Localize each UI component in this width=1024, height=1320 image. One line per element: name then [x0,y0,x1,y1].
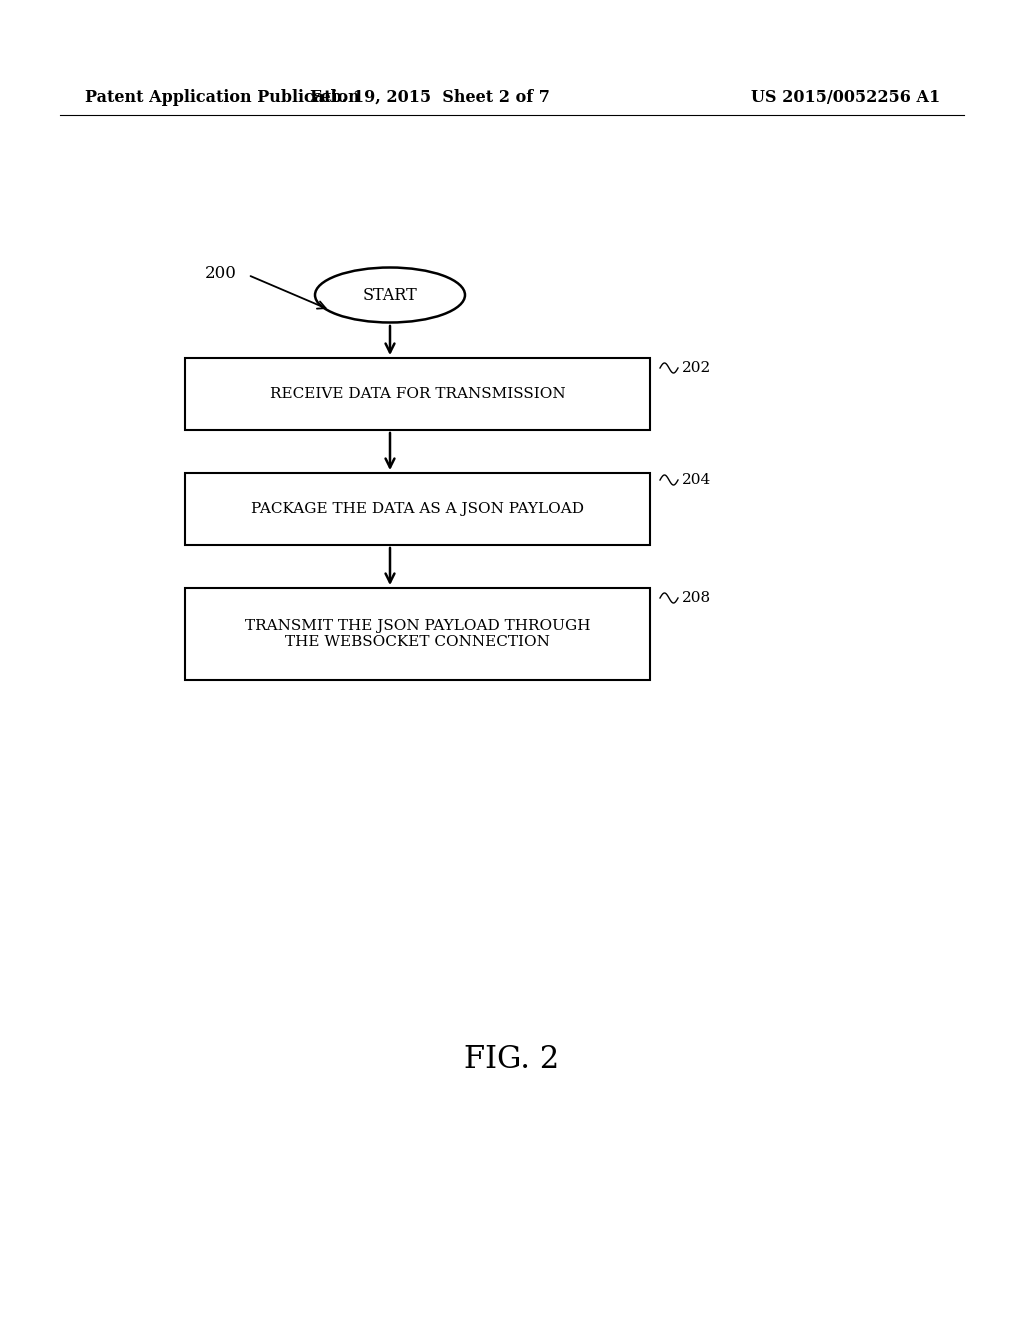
Text: 208: 208 [682,591,711,605]
Text: FIG. 2: FIG. 2 [464,1044,560,1076]
Text: 200: 200 [205,265,237,282]
Text: PACKAGE THE DATA AS A JSON PAYLOAD: PACKAGE THE DATA AS A JSON PAYLOAD [251,502,584,516]
Text: 202: 202 [682,360,712,375]
Text: 204: 204 [682,473,712,487]
Text: START: START [362,286,418,304]
Text: Feb. 19, 2015  Sheet 2 of 7: Feb. 19, 2015 Sheet 2 of 7 [310,88,550,106]
Text: RECEIVE DATA FOR TRANSMISSION: RECEIVE DATA FOR TRANSMISSION [269,387,565,401]
FancyBboxPatch shape [185,473,650,545]
FancyBboxPatch shape [185,358,650,430]
Text: TRANSMIT THE JSON PAYLOAD THROUGH
THE WEBSOCKET CONNECTION: TRANSMIT THE JSON PAYLOAD THROUGH THE WE… [245,619,590,649]
FancyBboxPatch shape [185,587,650,680]
Text: Patent Application Publication: Patent Application Publication [85,88,359,106]
Text: US 2015/0052256 A1: US 2015/0052256 A1 [751,88,940,106]
